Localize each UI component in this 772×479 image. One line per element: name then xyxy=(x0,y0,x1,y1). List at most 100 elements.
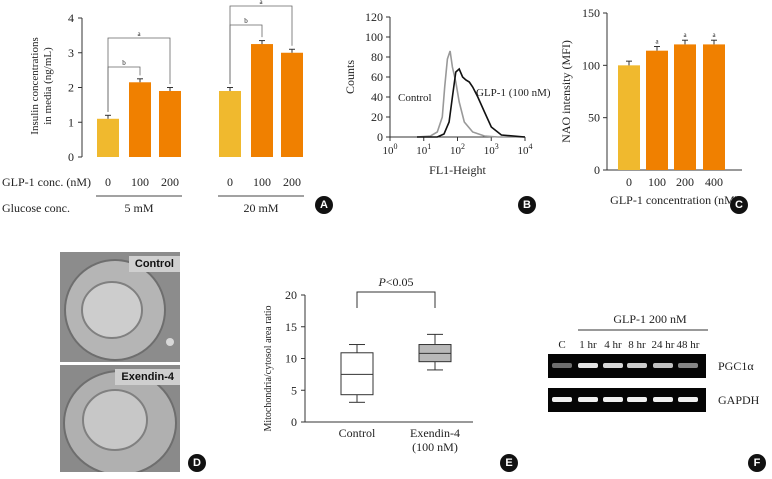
e-box xyxy=(340,352,374,396)
chart-c: 0 50 100 150 NAO intensity (MFI) 0 a 100 a 200 a 40… xyxy=(559,6,742,207)
b-xtick-base: 10 xyxy=(450,145,462,157)
panel-a-badge: A xyxy=(315,196,333,214)
panel-d-badge: D xyxy=(188,454,206,472)
f-band xyxy=(578,397,598,402)
a-bar xyxy=(251,44,273,157)
em-image-exendin: Exendin-4 xyxy=(60,365,180,472)
b-xtick-base: 10 xyxy=(484,145,496,157)
f-lane-label: 48 hr xyxy=(677,339,700,351)
panel-b-badge: B xyxy=(518,196,536,214)
b-xtick-exp: 0 xyxy=(394,142,398,151)
a-ytick-label: 4 xyxy=(68,11,74,25)
b-ytick-label: 20 xyxy=(371,110,383,124)
a-sig-bracket xyxy=(107,66,141,112)
f-band xyxy=(552,363,572,368)
a-sig-label: b xyxy=(244,17,248,25)
e-ytick-label: 0 xyxy=(291,415,297,429)
b-xlabel: FL1-Height xyxy=(429,163,486,177)
f-band xyxy=(603,363,623,368)
b-series-line xyxy=(416,50,525,138)
c-xlabel: GLP-1 concentration (nM) xyxy=(610,193,739,207)
c-xtick-label: 0 xyxy=(626,175,632,189)
b-series-line xyxy=(417,67,526,138)
c-ytick-label: 150 xyxy=(582,6,600,20)
c-sig-label: a xyxy=(683,31,687,39)
a-xtick-label: 100 xyxy=(253,175,271,189)
a-xtick-label: 100 xyxy=(131,175,149,189)
f-band xyxy=(627,397,647,402)
f-band xyxy=(578,363,598,368)
e-annotation: P<0.05 xyxy=(377,275,413,289)
f-lane-label: C xyxy=(558,339,565,351)
a-ytick-label: 1 xyxy=(68,115,74,129)
em-label-control: Control xyxy=(128,256,180,272)
panel-c: 0 50 100 150 NAO intensity (MFI) 0 a 100 a 200 a 40… xyxy=(550,0,772,225)
panel-d: Control Exendin-4 D xyxy=(0,250,215,474)
b-xtick-label: 102 xyxy=(450,142,465,157)
a-sig-label: a xyxy=(137,30,141,38)
a-xtick-label: 0 xyxy=(227,175,233,189)
e-annotation-rest: <0.05 xyxy=(386,275,414,289)
chart-e: 0 5 10 15 20 Mitochondria/cytosol area ratio C… xyxy=(263,275,473,454)
e-xtick-label: Control xyxy=(339,426,376,440)
em-control-nucleus xyxy=(81,281,143,339)
em-control-vesicle xyxy=(166,338,174,346)
chart-a: 0 1 2 3 4 Insulin concentrationsin media (ng/… xyxy=(2,0,304,215)
b-xtick-exp: 4 xyxy=(529,142,533,151)
a-xtick-label: 0 xyxy=(105,175,111,189)
c-bar xyxy=(674,44,696,170)
b-xtick-label: 100 xyxy=(383,142,398,157)
a-sig-label: b xyxy=(122,59,126,67)
e-xtick-label: Exendin-4 xyxy=(410,426,460,440)
b-ytick-label: 120 xyxy=(365,10,383,24)
a-glucose-label: 5 mM xyxy=(124,201,153,215)
b-xtick-exp: 2 xyxy=(461,142,465,151)
c-bar xyxy=(618,65,640,170)
f-lane-label: 24 hr xyxy=(652,339,675,351)
a-row-label-glucose: Glucose conc. xyxy=(2,201,70,215)
c-xtick-label: 200 xyxy=(676,175,694,189)
f-band xyxy=(653,363,673,368)
panel-e: 0 5 10 15 20 Mitochondria/cytosol area ratio C… xyxy=(255,270,525,474)
gel-f: GLP-1 200 nM C 1 hr 4 hr 8 hr 24 hr 48 hr PGC1α… xyxy=(548,312,760,412)
panel-f: GLP-1 200 nM C 1 hr 4 hr 8 hr 24 hr 48 hr PGC1α… xyxy=(540,300,772,474)
a-xtick-label: 200 xyxy=(283,175,301,189)
em-cell-control xyxy=(60,252,180,362)
f-band xyxy=(653,397,673,402)
panel-c-badge: C xyxy=(730,196,748,214)
f-lane-label: 4 hr xyxy=(604,339,622,351)
a-sig-label: a xyxy=(259,0,263,6)
b-xtick-label: 101 xyxy=(416,142,431,157)
c-ylabel: NAO intensity (MFI) xyxy=(559,40,573,143)
panel-e-badge: E xyxy=(500,454,518,472)
b-ytick-label: 60 xyxy=(371,70,383,84)
e-ylabel: Mitochondria/cytosol area ratio xyxy=(263,305,274,431)
a-ytick-label: 3 xyxy=(68,46,74,60)
b-xtick-base: 10 xyxy=(518,145,530,157)
f-row-label: GAPDH xyxy=(718,393,760,407)
f-row-label: PGC1α xyxy=(718,359,754,373)
b-ylabel: Counts xyxy=(343,60,357,94)
em-image-control: Control xyxy=(60,252,180,362)
c-ytick-label: 50 xyxy=(588,111,600,125)
a-ytick-label: 2 xyxy=(68,81,74,95)
c-ytick-label: 0 xyxy=(594,163,600,177)
c-bar xyxy=(703,44,725,170)
f-band xyxy=(678,397,698,402)
a-row-label-glp: GLP-1 conc. (nM) xyxy=(2,175,91,189)
f-band xyxy=(678,363,698,368)
f-lane-label: 1 hr xyxy=(579,339,597,351)
em-exendin-nucleus xyxy=(82,389,148,451)
f-band xyxy=(552,397,572,402)
b-xtick-exp: 3 xyxy=(495,142,499,151)
a-ytick-label: 0 xyxy=(68,150,74,164)
b-legend-glp1: GLP-1 (100 nM) xyxy=(476,87,550,99)
e-ytick-label: 20 xyxy=(285,288,297,302)
e-sig-bracket xyxy=(356,291,436,308)
a-glucose-label: 20 mM xyxy=(243,201,278,215)
b-ytick-label: 100 xyxy=(365,30,383,44)
f-header: GLP-1 200 nM xyxy=(613,312,687,326)
c-sig-label: a xyxy=(712,31,716,39)
b-xtick-label: 103 xyxy=(484,142,499,157)
